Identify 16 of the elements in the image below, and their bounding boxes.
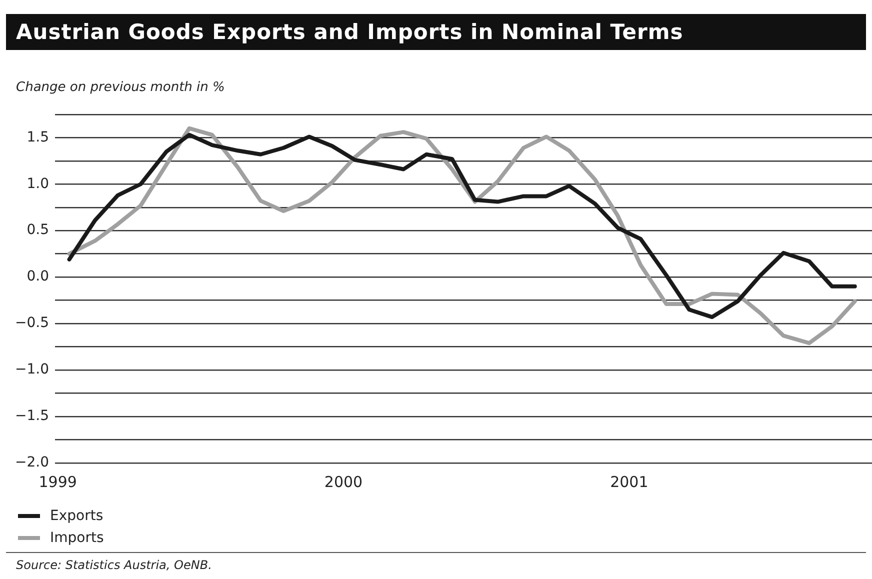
x-tick-label: 2001 bbox=[610, 472, 648, 491]
x-tick-label: 2000 bbox=[324, 472, 363, 491]
legend-label: Exports bbox=[50, 508, 104, 524]
y-tick-label: −1.0 bbox=[15, 362, 49, 378]
y-tick-label: 0.0 bbox=[26, 268, 49, 285]
x-tick-label: 1999 bbox=[38, 472, 77, 491]
y-tick-label: −2.0 bbox=[15, 454, 49, 471]
y-tick-label: 1.5 bbox=[26, 129, 49, 146]
legend-label: Imports bbox=[50, 530, 104, 546]
y-tick-label: −1.5 bbox=[15, 408, 49, 424]
y-tick-label: 1.0 bbox=[26, 176, 49, 192]
y-tick-label: −0.5 bbox=[15, 315, 49, 332]
y-axis-title: Change on previous month in % bbox=[16, 80, 225, 95]
chart-title: Austrian Goods Exports and Imports in Nominal Terms bbox=[6, 14, 866, 50]
y-tick-label: 0.5 bbox=[26, 222, 49, 238]
source-note: Source: Statistics Austria, OeNB. bbox=[16, 558, 212, 572]
